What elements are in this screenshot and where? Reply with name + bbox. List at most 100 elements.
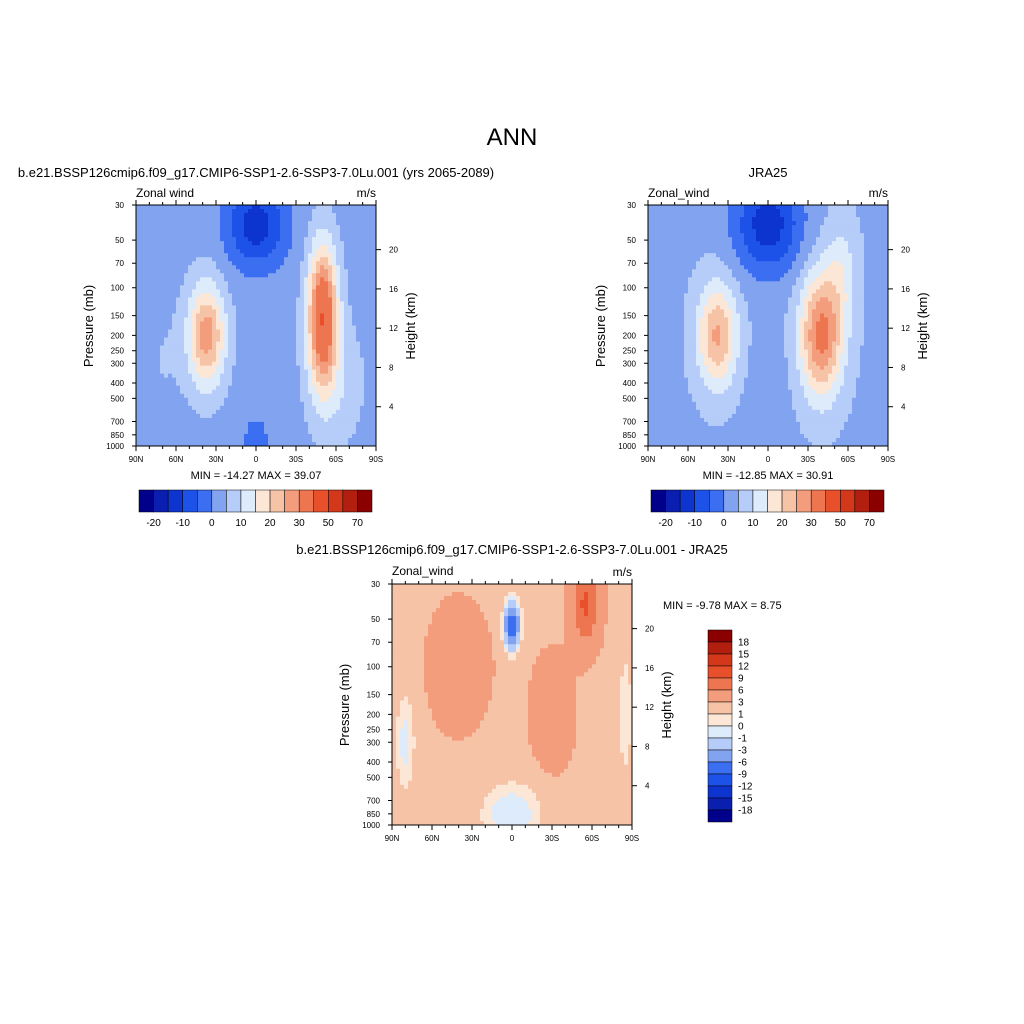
field-cell (268, 289, 273, 294)
field-cell (276, 237, 281, 242)
field-cell (152, 289, 157, 294)
field-cell (792, 285, 797, 290)
field-cell (728, 277, 733, 282)
field-cell (812, 285, 817, 290)
field-cell (284, 329, 289, 334)
field-cell (180, 245, 185, 250)
field-cell (136, 257, 141, 262)
field-cell (344, 381, 349, 387)
field-cell (192, 393, 197, 399)
field-cell (768, 229, 773, 234)
field-cell (304, 233, 309, 238)
field-cell (244, 325, 249, 330)
field-cell (220, 337, 225, 342)
field-cell (864, 277, 869, 282)
field-cell (724, 205, 729, 210)
field-cell (220, 393, 225, 399)
field-cell (324, 409, 329, 415)
field-cell (760, 209, 765, 214)
field-cell (308, 317, 313, 322)
field-cell (236, 369, 241, 375)
field-cell (868, 217, 873, 222)
field-cell (224, 245, 229, 250)
field-cell (196, 301, 201, 306)
field-cell (812, 205, 817, 210)
field-cell (680, 237, 685, 242)
field-cell (236, 273, 241, 278)
field-cell (212, 397, 217, 403)
field-cell (312, 429, 317, 435)
field-cell (368, 333, 373, 338)
field-cell (236, 349, 241, 355)
field-cell (232, 405, 237, 411)
field-cell (192, 237, 197, 242)
field-cell (228, 293, 233, 298)
field-cell (288, 269, 293, 274)
field-cell (828, 229, 833, 234)
field-cell (168, 249, 173, 254)
field-cell (220, 245, 225, 250)
field-cell (240, 245, 245, 250)
field-cell (720, 273, 725, 278)
field-cell (308, 341, 313, 346)
field-cell (364, 249, 369, 254)
field-cell (792, 237, 797, 242)
field-cell (816, 249, 821, 254)
field-cell (324, 313, 329, 318)
field-cell (340, 365, 345, 371)
field-cell (332, 225, 337, 230)
field-cell (212, 241, 217, 246)
field-cell (332, 333, 337, 338)
field-cell (136, 421, 141, 427)
field-cell (816, 221, 821, 226)
field-cell (736, 285, 741, 290)
field-cell (268, 389, 273, 395)
field-cell (728, 281, 733, 286)
field-cell (188, 417, 193, 423)
field-cell (648, 241, 653, 246)
field-cell (664, 229, 669, 234)
field-cell (328, 413, 333, 419)
field-cell (656, 237, 661, 242)
field-cell (356, 393, 361, 399)
field-cell (200, 221, 205, 226)
field-cell (324, 341, 329, 346)
field-cell (208, 421, 213, 427)
field-cell (788, 209, 793, 214)
field-cell (208, 229, 213, 234)
field-cell (264, 389, 269, 395)
field-cell (148, 297, 153, 302)
field-cell (768, 241, 773, 246)
field-cell (800, 253, 805, 258)
field-cell (148, 441, 153, 446)
field-cell (156, 289, 161, 294)
field-cell (344, 333, 349, 338)
field-cell (148, 233, 153, 238)
field-cell (272, 217, 277, 222)
field-cell (292, 249, 297, 254)
field-cell (852, 257, 857, 262)
field-cell (732, 257, 737, 262)
field-cell (692, 249, 697, 254)
field-cell (268, 229, 273, 234)
field-cell (176, 249, 181, 254)
field-cell (372, 413, 376, 419)
field-cell (220, 409, 225, 415)
field-cell (352, 265, 357, 270)
field-cell (280, 437, 285, 443)
field-cell (212, 425, 217, 431)
field-cell (180, 293, 185, 298)
field-cell (648, 265, 653, 270)
field-cell (140, 381, 145, 387)
field-cell (244, 385, 249, 391)
field-cell (308, 345, 313, 350)
field-cell (176, 269, 181, 274)
field-cell (216, 317, 221, 322)
field-cell (276, 433, 281, 439)
field-cell (308, 205, 313, 210)
field-cell (700, 245, 705, 250)
field-cell (256, 221, 261, 226)
field-cell (368, 401, 373, 407)
field-cell (820, 213, 825, 218)
field-cell (308, 273, 313, 278)
